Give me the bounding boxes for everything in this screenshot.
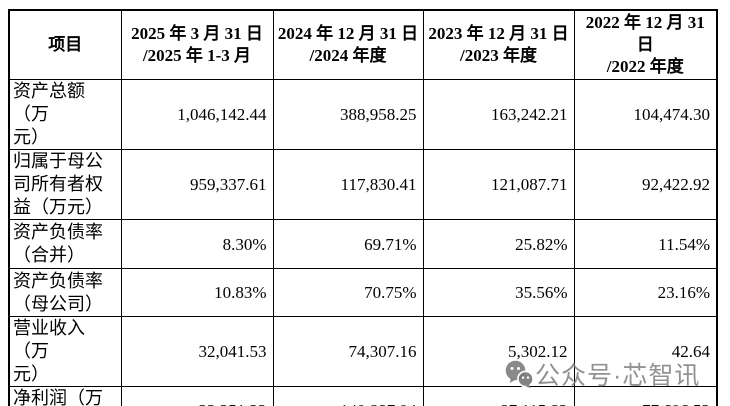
table-row-parent-equity: 归属于母公 司所有者权 益（万元） 959,337.61 117,830.41 … — [8, 149, 718, 220]
value-cell: 117,830.41 — [272, 149, 424, 220]
value-cell: -77,696.52 — [573, 386, 718, 406]
table-row-total-assets: 资产总额（万 元） 1,046,142.44 388,958.25 163,24… — [8, 79, 718, 150]
value-cell: 11.54% — [573, 219, 718, 269]
value-cell: 74,307.16 — [272, 316, 424, 387]
value-cell: 69.71% — [272, 219, 424, 269]
row-label: 净利润（万 元） — [8, 386, 122, 406]
value-cell: 42.64 — [573, 316, 718, 387]
value-cell: 388,958.25 — [272, 79, 424, 150]
value-cell: -23,251.22 — [120, 386, 274, 406]
column-header-2025: 2025 年 3 月 31 日 /2025 年 1-3 月 — [120, 9, 274, 80]
table-row-debt-ratio-consolidated: 资产负债率 （合并） 8.30% 69.71% 25.82% 11.54% — [8, 219, 718, 269]
table-row-net-profit: 净利润（万 元） -23,251.22 -140,887.94 -87,115.… — [8, 386, 718, 406]
value-cell: 70.75% — [272, 268, 424, 317]
financial-table: 项目 2025 年 3 月 31 日 /2025 年 1-3 月 2024 年 … — [8, 9, 718, 406]
value-cell: 25.82% — [422, 219, 575, 269]
row-label: 营业收入（万 元） — [8, 316, 122, 387]
value-cell: 104,474.30 — [573, 79, 718, 150]
row-label: 归属于母公 司所有者权 益（万元） — [8, 149, 122, 220]
value-cell: 1,046,142.44 — [120, 79, 274, 150]
value-cell: 92,422.92 — [573, 149, 718, 220]
financial-table-wrap: 项目 2025 年 3 月 31 日 /2025 年 1-3 月 2024 年 … — [8, 9, 718, 406]
value-cell: -140,887.94 — [272, 386, 424, 406]
value-cell: -87,115.82 — [422, 386, 575, 406]
value-cell: 23.16% — [573, 268, 718, 317]
value-cell: 8.30% — [120, 219, 274, 269]
column-header-2023: 2023 年 12 月 31 日 /2023 年度 — [422, 9, 575, 80]
value-cell: 163,242.21 — [422, 79, 575, 150]
value-cell: 32,041.53 — [120, 316, 274, 387]
value-cell: 959,337.61 — [120, 149, 274, 220]
value-cell: 121,087.71 — [422, 149, 575, 220]
column-header-item: 项目 — [8, 9, 122, 80]
value-cell: 35.56% — [422, 268, 575, 317]
table-row-debt-ratio-parent: 资产负债率 （母公司） 10.83% 70.75% 35.56% 23.16% — [8, 268, 718, 317]
column-header-2022: 2022 年 12 月 31 日 /2022 年度 — [573, 9, 718, 80]
row-label: 资产总额（万 元） — [8, 79, 122, 150]
value-cell: 10.83% — [120, 268, 274, 317]
row-label: 资产负债率 （母公司） — [8, 268, 122, 317]
column-header-2024: 2024 年 12 月 31 日 /2024 年度 — [272, 9, 424, 80]
table-row-revenue: 营业收入（万 元） 32,041.53 74,307.16 5,302.12 4… — [8, 316, 718, 387]
value-cell: 5,302.12 — [422, 316, 575, 387]
header-row: 项目 2025 年 3 月 31 日 /2025 年 1-3 月 2024 年 … — [8, 9, 718, 80]
row-label: 资产负债率 （合并） — [8, 219, 122, 269]
